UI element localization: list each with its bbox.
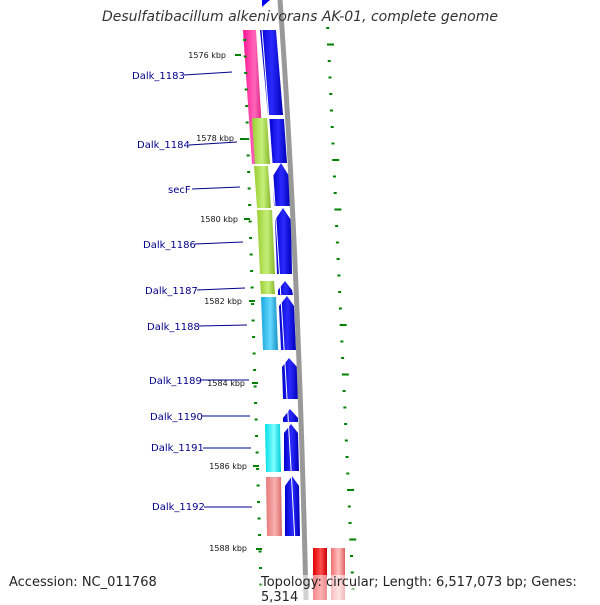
leader-line-dalk-1187: [196, 287, 246, 291]
tick-label-1580: 1580 kbp: [200, 215, 238, 224]
leader-line-dalk-1188: [198, 324, 248, 327]
cog-segment-dalk-1184: [252, 118, 270, 164]
gene-label-dalk-1190: Dalk_1190: [150, 412, 203, 423]
cog-segment-dalk-1192: [266, 477, 282, 536]
cds-arrow-dalk-1192: [285, 476, 300, 536]
cog-ring: [243, 30, 282, 536]
gene-label-dalk-1191: Dalk_1191: [151, 443, 204, 454]
leader-line-secf: [191, 186, 241, 190]
cog-segment-secf: [254, 166, 271, 208]
gene-label-dalk-1192: Dalk_1192: [152, 502, 205, 513]
cog-segment-dalk-1191: [265, 424, 281, 472]
leader-line-dalk-1183: [183, 71, 233, 76]
gene-label-dalk-1188: Dalk_1188: [147, 322, 200, 333]
cds-arrow-dalk-1190: [283, 409, 298, 422]
genome-summary-text: Topology: circular; Length: 6,517,073 bp…: [261, 575, 600, 605]
cds-arrow-dalk-1186: [275, 208, 292, 274]
cds-arrow-dalk-1184: [269, 119, 287, 163]
cds-arrow-dalk-1187: [278, 281, 293, 295]
gene-label-dalk-1187: Dalk_1187: [145, 286, 198, 297]
cds-arrow-dalk-1189: [282, 358, 298, 399]
cds-arrow-top: [262, 0, 270, 7]
tick-label-1586: 1586 kbp: [209, 462, 247, 471]
tick-label-1584: 1584 kbp: [207, 379, 245, 388]
gene-label-dalk-1184: Dalk_1184: [137, 140, 190, 151]
leader-line-dalk-1184: [188, 141, 238, 146]
gene-label-dalk-1186: Dalk_1186: [143, 240, 196, 251]
backbone-ring: [277, 0, 309, 600]
gene-label-dalk-1189: Dalk_1189: [149, 376, 202, 387]
backbone-ring-inner: [261, 29, 299, 600]
cog-segment-dalk-1188: [261, 297, 278, 350]
tick-label-1578: 1578 kbp: [196, 134, 234, 143]
tick-label-1582: 1582 kbp: [204, 297, 242, 306]
cds-arrow-dalk-1191: [284, 424, 299, 471]
tick-label-1588: 1588 kbp: [209, 544, 247, 553]
tick-marks: 1576 kbp 1578 kbp 1580 kbp 1582 kbp 1584…: [188, 51, 262, 553]
tick-label-1576: 1576 kbp: [188, 51, 226, 60]
gene-label-dalk-1183: Dalk_1183: [132, 71, 185, 82]
cog-segment-dalk-1187: [260, 281, 275, 294]
map-title: Desulfatibacillum alkenivorans AK-01, co…: [101, 9, 499, 25]
gene-labels: Dalk_1183 Dalk_1184 secF Dalk_1186 Dalk_…: [132, 71, 252, 513]
cog-segment-dalk-1186: [257, 210, 275, 274]
accession-text: Accession: NC_011768: [9, 575, 157, 590]
cds-arrow-dalk-1183: [260, 30, 283, 115]
cds-arrow-secf: [273, 163, 290, 206]
gene-label-secf: secF: [168, 185, 191, 196]
leader-line-dalk-1186: [194, 241, 244, 245]
